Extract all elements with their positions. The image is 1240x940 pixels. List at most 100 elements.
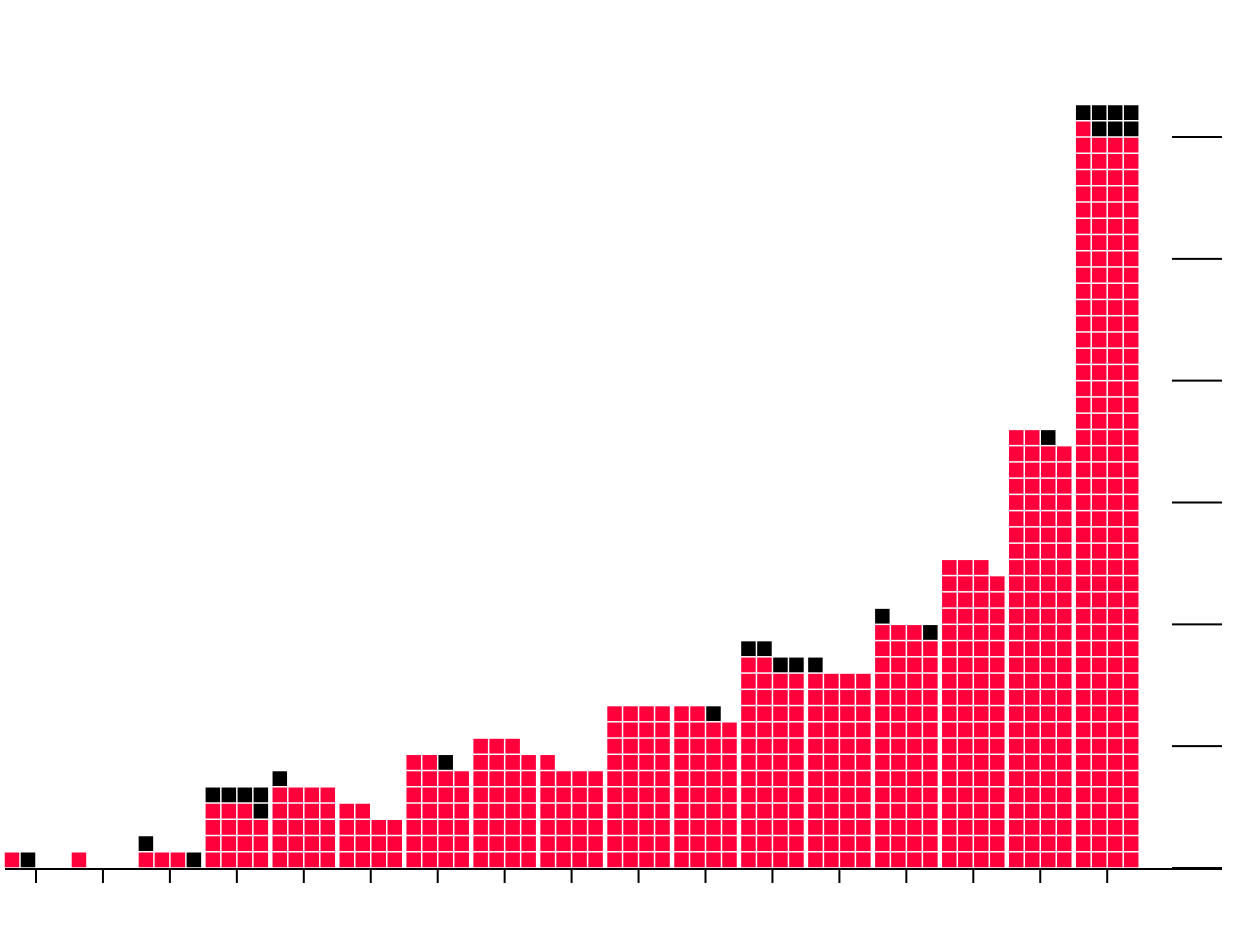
waffle-unit — [1009, 446, 1024, 462]
waffle-unit — [990, 820, 1005, 835]
waffle-unit — [272, 836, 288, 852]
waffle-unit — [1025, 608, 1040, 624]
waffle-segment — [272, 771, 288, 787]
waffle-unit — [907, 803, 922, 819]
waffle-unit — [958, 787, 973, 803]
waffle-unit — [773, 771, 788, 787]
waffle-unit — [1107, 722, 1123, 738]
waffle-unit — [1107, 137, 1123, 153]
waffle-unit — [974, 820, 989, 835]
waffle-unit — [773, 787, 788, 803]
waffle-unit — [1107, 755, 1123, 770]
waffle-unit — [824, 836, 839, 852]
waffle-unit — [1091, 787, 1107, 803]
waffle-unit — [387, 836, 402, 852]
waffle-unit — [1075, 657, 1091, 673]
waffle-unit — [1107, 690, 1123, 705]
waffle-unit — [1075, 478, 1091, 494]
waffle-unit — [339, 852, 354, 868]
waffle-unit — [1123, 283, 1139, 299]
waffle-unit — [990, 771, 1005, 787]
waffle-unit — [521, 803, 536, 819]
waffle-segment — [875, 625, 938, 868]
waffle-unit — [706, 755, 721, 770]
waffle-unit — [942, 673, 957, 689]
waffle-unit — [4, 852, 20, 868]
waffle-unit — [923, 803, 938, 819]
waffle-unit — [1041, 478, 1056, 494]
waffle-unit — [288, 852, 304, 868]
waffle-unit — [789, 722, 804, 738]
waffle-unit — [221, 787, 237, 803]
waffle-unit — [221, 852, 237, 868]
waffle-unit — [875, 641, 890, 657]
waffle-unit — [773, 852, 788, 868]
waffle-unit — [572, 803, 587, 819]
waffle-unit — [1123, 543, 1139, 559]
waffle-unit — [942, 625, 957, 640]
waffle-unit — [272, 852, 288, 868]
waffle-unit — [588, 820, 603, 835]
waffle-unit — [138, 852, 154, 868]
waffle-unit — [588, 771, 603, 787]
waffle-unit — [1041, 706, 1056, 722]
waffle-unit — [840, 722, 855, 738]
waffle-unit — [1057, 657, 1072, 673]
waffle-unit — [824, 722, 839, 738]
waffle-unit — [722, 820, 737, 835]
waffle-unit — [1123, 170, 1139, 185]
waffle-unit — [958, 608, 973, 624]
waffle-unit — [1057, 560, 1072, 575]
waffle-unit — [1025, 625, 1040, 640]
waffle-unit — [438, 820, 453, 835]
waffle-unit — [974, 738, 989, 754]
waffle-unit — [974, 576, 989, 592]
waffle-unit — [741, 690, 756, 705]
waffle-unit — [1041, 527, 1056, 543]
waffle-unit — [1025, 527, 1040, 543]
waffle-unit — [690, 722, 705, 738]
waffle-unit — [521, 755, 536, 770]
waffle-unit — [1041, 430, 1056, 445]
waffle-unit — [974, 625, 989, 640]
waffle-unit — [923, 738, 938, 754]
waffle-unit — [438, 755, 453, 770]
waffle-unit — [623, 836, 638, 852]
waffle-unit — [473, 771, 488, 787]
waffle-unit — [1091, 430, 1107, 445]
waffle-unit — [856, 673, 871, 689]
waffle-unit — [1075, 170, 1091, 185]
waffle-segment — [808, 673, 871, 868]
waffle-unit — [808, 738, 823, 754]
waffle-unit — [1075, 608, 1091, 624]
waffle-unit — [1107, 543, 1123, 559]
waffle-unit — [741, 771, 756, 787]
waffle-unit — [958, 836, 973, 852]
waffle-unit — [875, 608, 890, 624]
waffle-segment — [1075, 105, 1139, 137]
waffle-unit — [170, 852, 186, 868]
waffle-unit — [320, 852, 336, 868]
waffle-unit — [875, 803, 890, 819]
waffle-unit — [1107, 235, 1123, 250]
waffle-unit — [1057, 576, 1072, 592]
waffle-unit — [1091, 105, 1107, 121]
waffle-unit — [1123, 690, 1139, 705]
waffle-unit — [907, 755, 922, 770]
waffle-unit — [489, 738, 504, 754]
waffle-unit — [1075, 755, 1091, 770]
waffle-unit — [288, 820, 304, 835]
waffle-unit — [1091, 576, 1107, 592]
waffle-unit — [856, 755, 871, 770]
waffle-unit — [1041, 462, 1056, 478]
waffle-unit — [808, 673, 823, 689]
waffle-unit — [757, 820, 772, 835]
waffle-unit — [1057, 706, 1072, 722]
waffle-unit — [773, 755, 788, 770]
waffle-unit — [639, 771, 654, 787]
waffle-unit — [422, 836, 437, 852]
waffle-unit — [1075, 137, 1091, 153]
waffle-unit — [942, 592, 957, 608]
waffle-unit — [907, 625, 922, 640]
waffle-unit — [773, 820, 788, 835]
